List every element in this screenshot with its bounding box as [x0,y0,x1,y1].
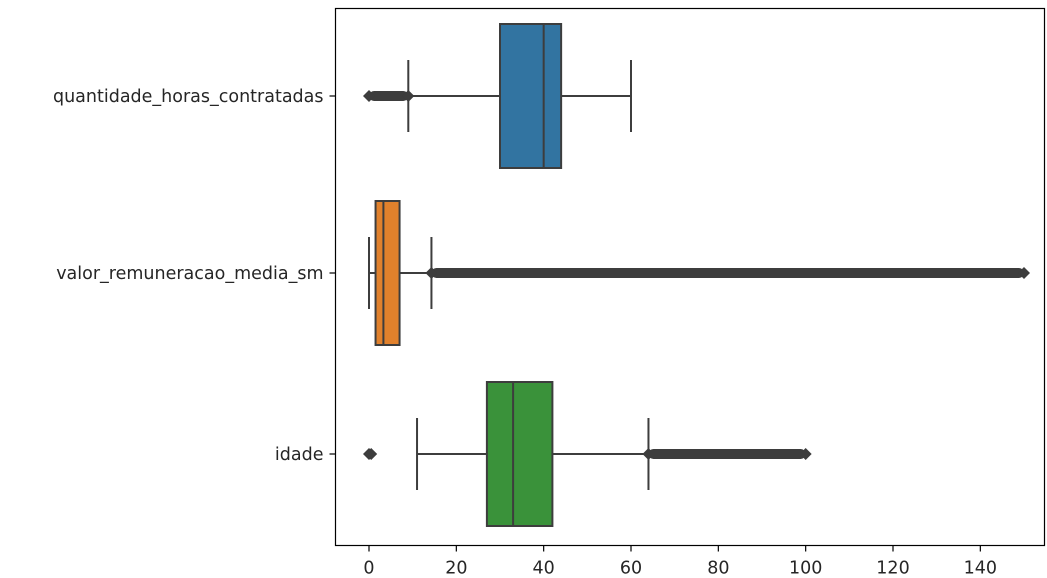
axes-frame [334,7,1046,547]
outliers-high-end [799,448,812,460]
category-label: valor_remuneracao_media_sm [56,264,323,284]
x-tick-label: 140 [964,559,997,578]
x-tick-label: 20 [445,559,467,578]
box-quantidade_horas_contratadas [407,23,632,169]
x-tick-label: 120 [876,559,909,578]
x-tick-label: 60 [620,559,642,578]
outliers-high [431,268,1024,278]
outliers-high [648,449,806,459]
x-tick-label: 40 [533,559,555,578]
outliers-high-end [425,267,438,279]
outliers-low-end [365,448,378,460]
x-tick-label: 80 [707,559,729,578]
iqr-box [499,23,563,169]
x-tick-label: 100 [789,559,822,578]
iqr-box [374,200,401,346]
plot-area [363,23,1030,527]
outliers-high-end [1018,267,1030,279]
box-idade [416,381,650,527]
category-label: idade [275,445,324,465]
outliers-low-end [363,90,375,102]
outliers-low [369,91,409,101]
outliers-high-end [642,448,655,460]
iqr-box [485,381,554,527]
x-tick-label: 0 [363,559,374,578]
axis-labels: 0 20 40 60 80 100 120 140 quantidade_horas_contr… [53,87,997,578]
outliers-low-end [402,90,415,102]
category-label: quantidade_horas_contratadas [53,87,324,107]
box-valor_remuneracao_media_sm [368,200,433,346]
